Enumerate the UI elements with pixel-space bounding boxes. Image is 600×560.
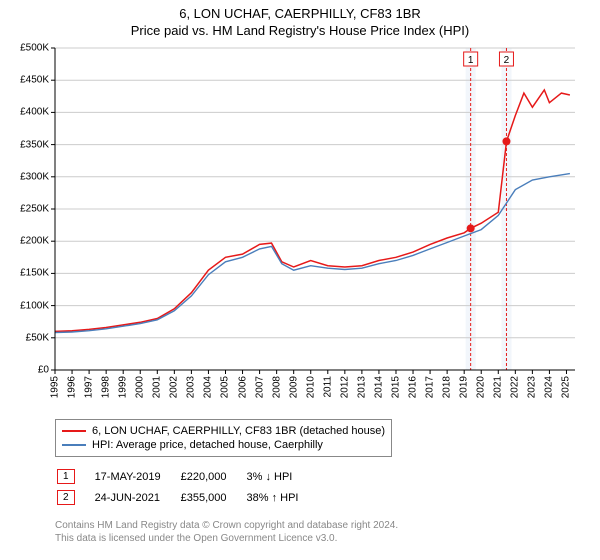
marker-pct: 38% ↑ HPI [247,488,317,507]
x-tick-label: 2017 [425,376,436,398]
x-tick-label: 2011 [322,376,333,398]
y-tick-label: £400K [20,107,49,118]
marker-price: £355,000 [181,488,245,507]
line-chart: 12 [55,46,575,371]
sale-markers-table: 1 17-MAY-2019£220,0003% ↓ HPI 2 24-JUN-2021… [55,465,318,509]
legend-swatch [62,444,86,446]
x-tick-label: 2021 [493,376,504,398]
x-tick-label: 1996 [67,376,78,398]
marker-date: 17-MAY-2019 [95,467,179,486]
x-tick-label: 1998 [101,376,112,398]
legend-label: 6, LON UCHAF, CAERPHILLY, CF83 1BR (deta… [92,425,385,437]
x-tick-label: 1997 [84,376,95,398]
marker-id-cell: 2 [57,488,93,507]
x-tick-label: 1995 [50,376,61,398]
x-tick-label: 2019 [459,376,470,398]
x-tick-label: 2003 [186,376,197,398]
x-tick-label: 2015 [390,376,401,398]
x-tick-label: 2020 [476,376,487,398]
marker-id-box: 1 [57,469,75,484]
legend-item: 6, LON UCHAF, CAERPHILLY, CF83 1BR (deta… [62,424,385,438]
x-tick-label: 2012 [339,376,350,398]
x-tick-label: 2023 [527,376,538,398]
x-tick-label: 1999 [118,376,129,398]
trend-arrow-icon: ↑ [272,492,278,504]
x-tick-label: 2025 [561,376,572,398]
svg-text:2: 2 [504,55,510,66]
y-tick-label: £200K [20,236,49,247]
chart-title: 6, LON UCHAF, CAERPHILLY, CF83 1BR [0,0,600,21]
y-tick-label: £150K [20,268,49,279]
x-tick-label: 2022 [510,376,521,398]
x-tick-label: 2008 [271,376,282,398]
y-tick-label: £0 [38,365,49,376]
footer-line-1: Contains HM Land Registry data © Crown c… [55,519,600,532]
y-tick-label: £50K [26,332,49,343]
x-tick-label: 2014 [373,376,384,398]
legend: 6, LON UCHAF, CAERPHILLY, CF83 1BR (deta… [55,419,392,457]
y-tick-label: £350K [20,139,49,150]
x-tick-label: 2016 [408,376,419,398]
x-tick-label: 2005 [220,376,231,398]
x-tick-label: 2001 [152,376,163,398]
marker-id-box: 2 [57,490,75,505]
footer-attribution: Contains HM Land Registry data © Crown c… [55,519,600,545]
trend-arrow-icon: ↓ [265,471,271,483]
x-tick-label: 2010 [305,376,316,398]
legend-swatch [62,430,86,432]
x-tick-label: 2006 [237,376,248,398]
y-tick-label: £300K [20,171,49,182]
marker-row: 2 24-JUN-2021£355,00038% ↑ HPI [57,488,316,507]
x-tick-label: 2013 [356,376,367,398]
marker-date: 24-JUN-2021 [95,488,179,507]
x-tick-label: 2002 [169,376,180,398]
x-tick-label: 2018 [442,376,453,398]
marker-id-cell: 1 [57,467,93,486]
x-axis-labels: 1995199619971998199920002001200220032004… [55,376,575,416]
marker-row: 1 17-MAY-2019£220,0003% ↓ HPI [57,467,316,486]
y-tick-label: £450K [20,75,49,86]
legend-item: HPI: Average price, detached house, Caer… [62,438,385,452]
legend-label: HPI: Average price, detached house, Caer… [92,439,323,451]
x-tick-label: 2009 [288,376,299,398]
y-axis-labels: £0£50K£100K£150K£200K£250K£300K£350K£400… [0,46,49,371]
x-tick-label: 2004 [203,376,214,398]
y-tick-label: £100K [20,300,49,311]
chart-subtitle: Price paid vs. HM Land Registry's House … [0,21,600,42]
y-tick-label: £500K [20,43,49,54]
x-tick-label: 2024 [544,376,555,398]
marker-pct: 3% ↓ HPI [247,467,317,486]
chart-area: £0 £50K £100K £150K £200K £250K £300K £350K £400… [0,46,600,413]
svg-text:1: 1 [468,55,474,66]
marker-price: £220,000 [181,467,245,486]
x-tick-label: 2007 [254,376,265,398]
x-tick-label: 2000 [135,376,146,398]
footer-line-2: This data is licensed under the Open Gov… [55,532,600,545]
y-tick-label: £250K [20,204,49,215]
